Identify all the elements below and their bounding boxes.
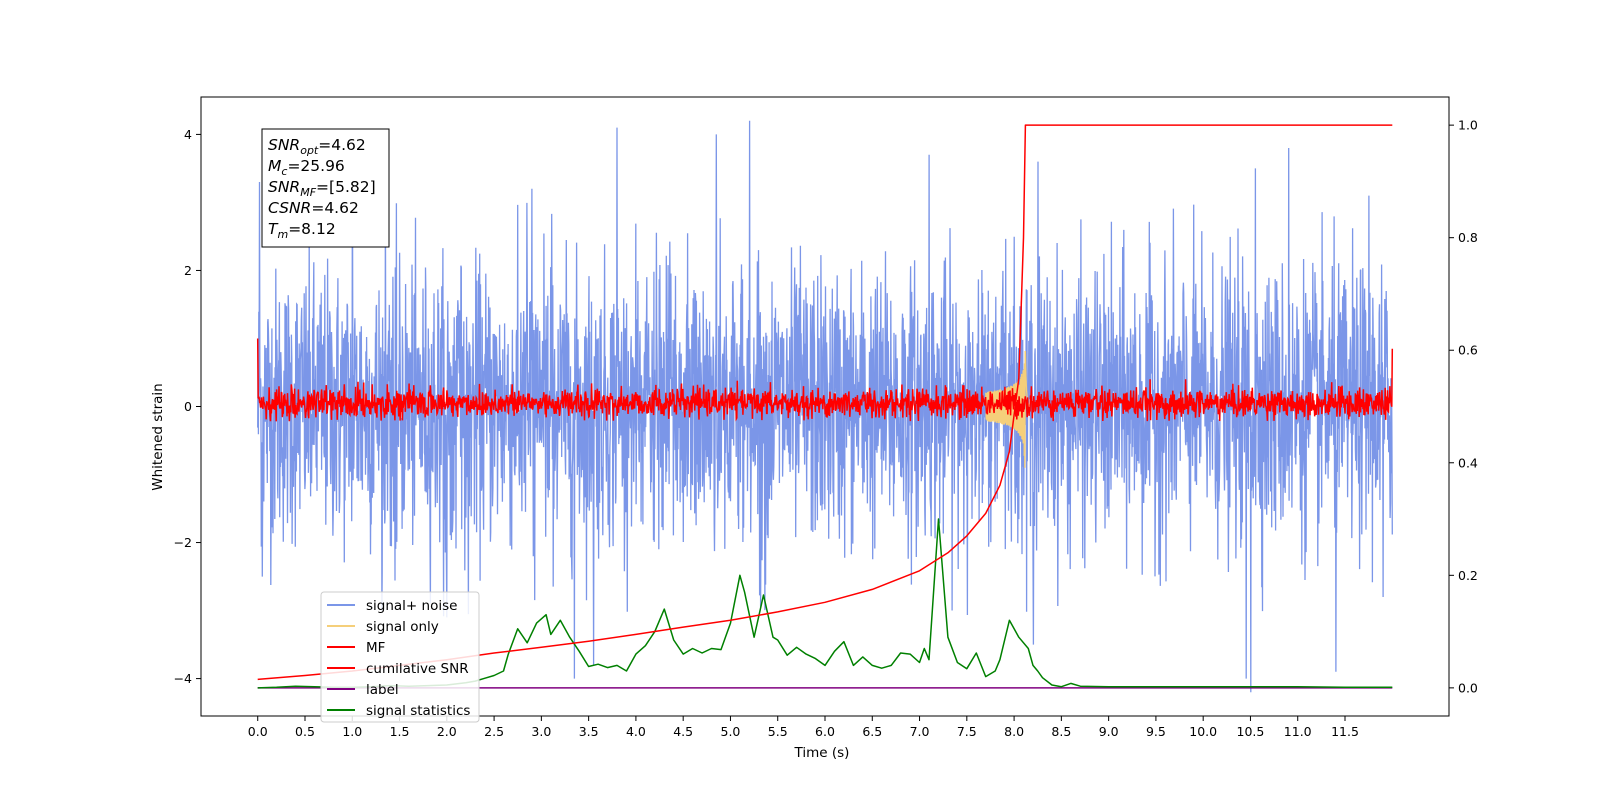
- info-snr-mf: SNRMF=[5.82]: [268, 178, 376, 199]
- y2-tick-label: 0.4: [1458, 455, 1478, 470]
- y-tick-label: 4: [184, 127, 192, 142]
- legend-label: signal statistics: [366, 703, 470, 719]
- x-axis: 0.0 0.5 1.0 1.5 2.0 2.5 3.0 3.5 4.0 4.5 5.0 5.5 6.0 6…: [248, 716, 1359, 739]
- x-tick-label: 10.0: [1189, 724, 1217, 739]
- x-tick-label: 4.5: [673, 724, 693, 739]
- x-tick-label: 9.5: [1146, 724, 1166, 739]
- x-tick-label: 8.5: [1051, 724, 1071, 739]
- x-tick-label: 7.0: [910, 724, 930, 739]
- info-snr-opt: SNRopt=4.62: [268, 136, 366, 157]
- info-box: SNRopt=4.62 Mc=25.96 SNRMF=[5.82] CSNR=4…: [261, 128, 390, 248]
- y-axis-right: 0.0 0.2 0.4 0.6 0.8 1.0: [1449, 118, 1478, 695]
- legend-label: signal only: [366, 619, 439, 635]
- legend-label: signal+ noise: [366, 598, 457, 614]
- legend-frame: [320, 591, 480, 723]
- y-tick-label: −2: [174, 535, 192, 550]
- legend-label: cumilative SNR: [366, 661, 469, 677]
- x-tick-label: 1.5: [390, 724, 410, 739]
- x-axis-label: Time (s): [794, 745, 850, 761]
- series-mf: [256, 338, 1394, 422]
- x-tick-label: 1.0: [342, 724, 362, 739]
- y-axis-left: −4 −2 0 2 4: [174, 127, 201, 686]
- info-csnr: CSNR=4.62: [268, 199, 359, 217]
- x-tick-label: 5.0: [721, 724, 741, 739]
- x-tick-label: 7.5: [957, 724, 977, 739]
- x-tick-label: 2.5: [484, 724, 504, 739]
- x-tick-label: 11.5: [1331, 724, 1359, 739]
- info-box-frame: [261, 128, 390, 248]
- x-tick-label: 11.0: [1284, 724, 1312, 739]
- y-tick-label: 0: [184, 399, 192, 414]
- y2-tick-label: 0.0: [1458, 680, 1478, 695]
- series-signal-statistics: [257, 518, 1393, 689]
- x-tick-label: 0.5: [295, 724, 315, 739]
- y2-tick-label: 0.6: [1458, 343, 1478, 358]
- x-tick-label: 6.0: [815, 724, 835, 739]
- x-tick-label: 8.0: [1004, 724, 1024, 739]
- x-tick-label: 4.0: [626, 724, 646, 739]
- x-tick-label: 10.5: [1237, 724, 1265, 739]
- x-tick-label: 6.5: [862, 724, 882, 739]
- y-tick-label: 2: [184, 263, 192, 278]
- info-tm: Tm=8.12: [268, 220, 336, 241]
- y2-tick-label: 0.8: [1458, 230, 1478, 245]
- x-tick-label: 3.5: [579, 724, 599, 739]
- y2-tick-label: 1.0: [1458, 118, 1478, 133]
- x-tick-label: 3.0: [531, 724, 551, 739]
- y2-tick-label: 0.2: [1458, 568, 1478, 583]
- y-tick-label: −4: [174, 671, 192, 686]
- x-tick-label: 5.5: [768, 724, 788, 739]
- x-tick-label: 9.0: [1099, 724, 1119, 739]
- x-tick-label: 0.0: [248, 724, 268, 739]
- info-mc: Mc=25.96: [268, 157, 345, 178]
- x-tick-label: 2.0: [437, 724, 457, 739]
- y-axis-label: Whitened strain: [150, 383, 166, 490]
- legend-label: label: [366, 682, 399, 698]
- legend: signal+ noise signal only MF cumilative SNR…: [320, 591, 480, 723]
- legend-label: MF: [366, 640, 385, 656]
